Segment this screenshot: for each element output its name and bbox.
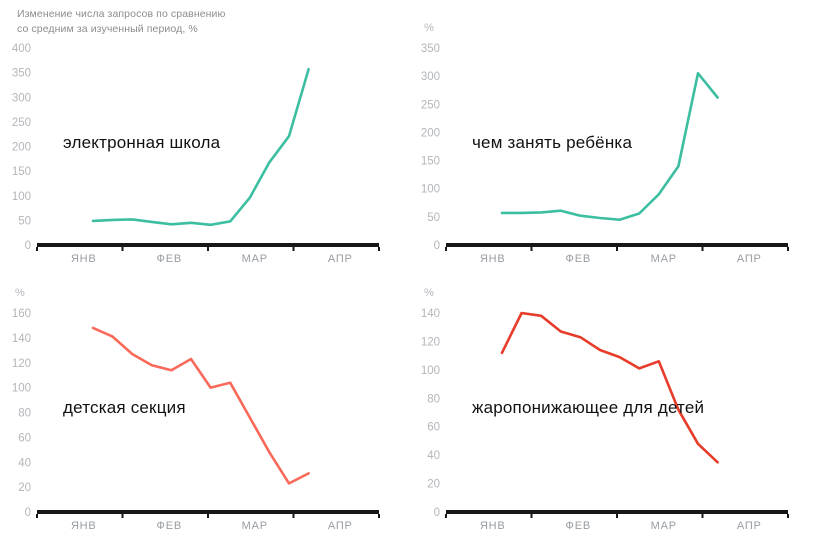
x-axis-tick bbox=[121, 247, 124, 251]
y-axis-tick-label: 150 bbox=[12, 166, 31, 178]
y-axis-tick-label: 120 bbox=[421, 336, 440, 348]
y-axis-tick-label: 0 bbox=[25, 240, 31, 252]
x-axis-tick bbox=[445, 247, 447, 251]
x-axis-month-label: АПР bbox=[328, 520, 353, 532]
x-axis-tick bbox=[292, 247, 295, 251]
x-axis-month-label: МАР bbox=[651, 520, 677, 532]
y-axis-tick-label: 200 bbox=[421, 127, 440, 139]
x-axis-tick bbox=[701, 514, 704, 518]
y-axis-tick-label: 50 bbox=[427, 212, 440, 224]
x-axis-tick bbox=[616, 247, 618, 251]
x-axis-tick bbox=[292, 514, 295, 518]
series-line bbox=[91, 67, 310, 227]
series-line bbox=[500, 72, 719, 221]
y-axis-unit-label: % bbox=[15, 287, 25, 299]
x-axis-tick bbox=[701, 247, 704, 251]
series-label: жаропонижающее для детей bbox=[472, 398, 705, 417]
x-axis-line bbox=[37, 510, 379, 514]
x-axis-month-label: ФЕВ bbox=[566, 253, 591, 265]
x-axis-month-label: ФЕВ bbox=[566, 520, 591, 532]
x-axis-tick bbox=[787, 514, 789, 518]
y-axis-tick-label: 20 bbox=[18, 482, 31, 494]
series-label: электронная школа bbox=[63, 133, 221, 152]
x-axis-month-label: МАР bbox=[242, 253, 268, 265]
y-axis-tick-label: 400 bbox=[12, 43, 31, 55]
line-chart-fever-medicine: 0 20 40 60 80 100 120 140% ЯНВ ФЕВ МАР АПР bbox=[421, 287, 789, 532]
x-axis-line bbox=[37, 243, 379, 247]
x-axis-month-label: ФЕВ bbox=[157, 253, 182, 265]
x-axis-tick bbox=[121, 514, 124, 518]
series-line bbox=[91, 326, 310, 485]
y-axis-tick-label: 100 bbox=[12, 191, 31, 203]
x-axis-month-label: МАР bbox=[242, 520, 268, 532]
x-axis-tick bbox=[378, 247, 380, 251]
y-axis-tick-label: 200 bbox=[12, 142, 31, 154]
y-axis-tick-label: 60 bbox=[427, 422, 440, 434]
y-axis-tick-label: 80 bbox=[18, 408, 31, 420]
y-axis-tick-label: 120 bbox=[12, 358, 31, 370]
chart-panel-kids-sports: 0 20 40 60 80 100 120 140 160% ЯНВ ФЕВ МАР АПР детск… bbox=[0, 271, 408, 542]
y-axis-tick-label: 50 bbox=[18, 215, 31, 227]
y-axis-tick-label: 0 bbox=[25, 507, 31, 519]
y-axis-tick-label: 250 bbox=[12, 117, 31, 129]
y-axis-tick-label: 140 bbox=[12, 333, 31, 345]
series-line bbox=[500, 311, 719, 464]
y-axis-tick-label: 80 bbox=[427, 393, 440, 405]
x-axis-tick bbox=[787, 247, 789, 251]
x-axis-month-label: ЯНВ bbox=[480, 253, 506, 265]
x-axis-tick bbox=[36, 247, 38, 251]
y-axis-tick-label: 140 bbox=[421, 308, 440, 320]
y-axis-tick-label: 100 bbox=[421, 365, 440, 377]
y-axis-tick-label: 0 bbox=[434, 507, 440, 519]
chart-panel-occupy-child: 0 50 100 150 200 250 300 350% ЯНВ ФЕВ МАР АПР чем з… bbox=[409, 0, 817, 271]
line-chart-occupy-child: 0 50 100 150 200 250 300 350% ЯНВ ФЕВ МАР АПР bbox=[421, 22, 789, 265]
y-axis-tick-label: 250 bbox=[421, 99, 440, 111]
x-axis-month-label: АПР bbox=[737, 253, 762, 265]
y-axis-tick-label: 300 bbox=[12, 92, 31, 104]
y-axis-tick-label: 40 bbox=[18, 457, 31, 469]
y-axis-tick-label: 100 bbox=[421, 184, 440, 196]
y-axis-unit-label: % bbox=[424, 287, 434, 299]
y-axis-tick-label: 350 bbox=[421, 43, 440, 55]
y-axis-tick-label: 40 bbox=[427, 450, 440, 462]
x-axis-month-label: МАР bbox=[651, 253, 677, 265]
figure-title-line1: Изменение числа запросов по сравнению bbox=[17, 8, 226, 20]
x-axis-month-label: ЯНВ bbox=[480, 520, 506, 532]
series-label: детская секция bbox=[63, 398, 186, 417]
y-axis-tick-label: 0 bbox=[434, 240, 440, 252]
x-axis-line bbox=[446, 243, 788, 247]
x-axis-month-label: АПР bbox=[737, 520, 762, 532]
y-axis-tick-label: 150 bbox=[421, 156, 440, 168]
figure-title-line2: со средним за изученный период, % bbox=[17, 23, 198, 35]
figure-title: Изменение числа запросов по сравнению со… bbox=[17, 7, 226, 37]
x-axis-tick bbox=[530, 247, 533, 251]
y-axis-tick-label: 160 bbox=[12, 308, 31, 320]
chart-panel-electronic-school: Изменение числа запросов по сравнению со… bbox=[0, 0, 408, 271]
x-axis-month-label: ФЕВ bbox=[157, 520, 182, 532]
line-chart-kids-sports: 0 20 40 60 80 100 120 140 160% ЯНВ ФЕВ МАР АПР bbox=[12, 287, 380, 532]
y-axis-tick-label: 300 bbox=[421, 71, 440, 83]
x-axis-line bbox=[446, 510, 788, 514]
x-axis-tick bbox=[378, 514, 380, 518]
chart-panel-fever-medicine: 0 20 40 60 80 100 120 140% ЯНВ ФЕВ МАР АПР жаропони… bbox=[409, 271, 817, 542]
y-axis-tick-label: 60 bbox=[18, 432, 31, 444]
x-axis-tick bbox=[207, 514, 209, 518]
x-axis-month-label: ЯНВ bbox=[71, 253, 97, 265]
y-axis-tick-label: 100 bbox=[12, 383, 31, 395]
y-axis-tick-label: 20 bbox=[427, 479, 440, 491]
x-axis-tick bbox=[445, 514, 447, 518]
y-axis-tick-label: 350 bbox=[12, 68, 31, 80]
x-axis-tick bbox=[530, 514, 533, 518]
x-axis-tick bbox=[616, 514, 618, 518]
x-axis-month-label: ЯНВ bbox=[71, 520, 97, 532]
x-axis-tick bbox=[207, 247, 209, 251]
x-axis-month-label: АПР bbox=[328, 253, 353, 265]
x-axis-tick bbox=[36, 514, 38, 518]
series-label: чем занять ребёнка bbox=[472, 133, 633, 152]
line-chart-electronic-school: 0 50 100 150 200 250 300 350 400 ЯНВ ФЕВ МАР АПР bbox=[12, 43, 380, 265]
y-axis-unit-label: % bbox=[424, 22, 434, 34]
